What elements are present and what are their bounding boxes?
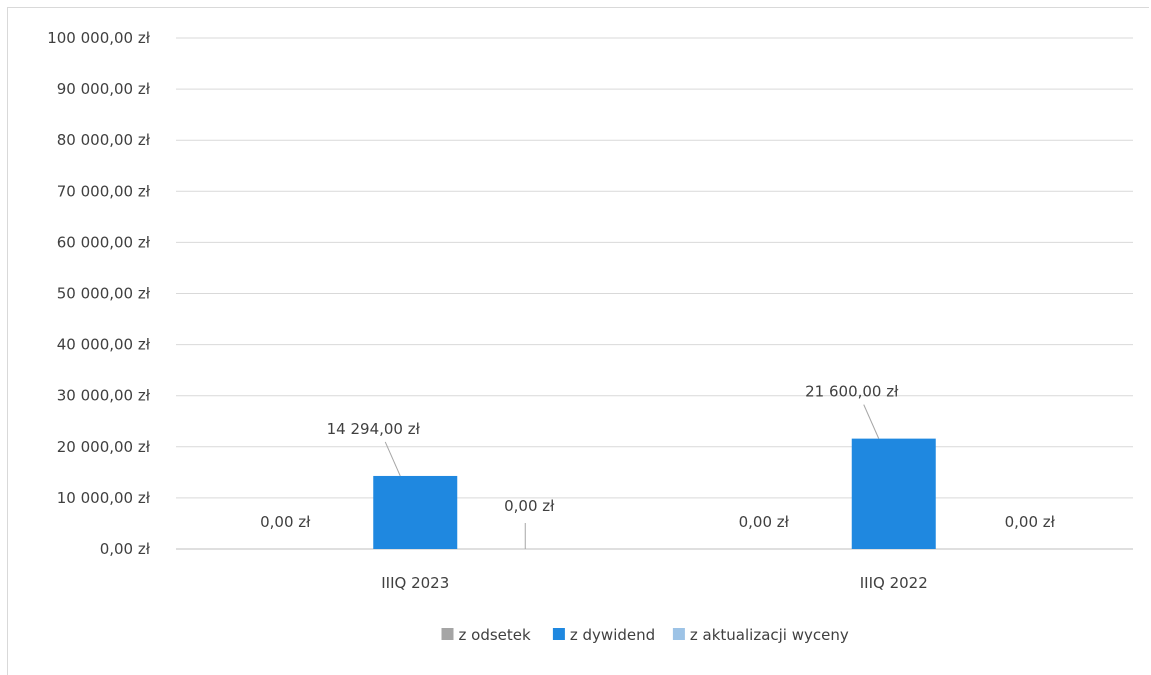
legend-swatch	[672, 628, 685, 640]
y-tick-label: 20 000,00 zł	[57, 438, 151, 456]
x-tick-label: IIIQ 2023	[381, 574, 449, 592]
y-tick-label: 70 000,00 zł	[57, 182, 151, 200]
y-tick-label: 90 000,00 zł	[57, 80, 151, 98]
data-label: 0,00 zł	[504, 497, 555, 515]
x-tick-label: IIIQ 2022	[860, 574, 928, 592]
legend-label: z odsetek	[459, 626, 531, 644]
data-label: 0,00 zł	[1005, 513, 1056, 531]
data-label: 0,00 zł	[260, 513, 311, 531]
y-tick-label: 0,00 zł	[100, 540, 151, 558]
bar	[373, 475, 458, 549]
y-tick-label: 10 000,00 zł	[57, 489, 151, 507]
bar	[851, 438, 936, 549]
y-tick-label: 30 000,00 zł	[57, 387, 151, 405]
legend-swatch	[552, 628, 565, 640]
y-tick-label: 40 000,00 zł	[57, 336, 151, 354]
legend-label: z aktualizacji wyceny	[690, 626, 849, 644]
y-tick-label: 100 000,00 zł	[47, 29, 151, 47]
data-label: 21 600,00 zł	[805, 383, 899, 401]
legend-swatch	[441, 628, 454, 640]
leader-line	[863, 404, 880, 439]
data-label: 0,00 zł	[739, 513, 790, 531]
y-tick-label: 50 000,00 zł	[57, 285, 151, 303]
leader-line	[384, 441, 401, 477]
data-label: 14 294,00 zł	[327, 420, 421, 438]
legend-label: z dywidend	[570, 626, 655, 644]
y-tick-label: 60 000,00 zł	[57, 233, 151, 251]
y-tick-label: 80 000,00 zł	[57, 131, 151, 149]
chart-frame	[7, 7, 1149, 675]
